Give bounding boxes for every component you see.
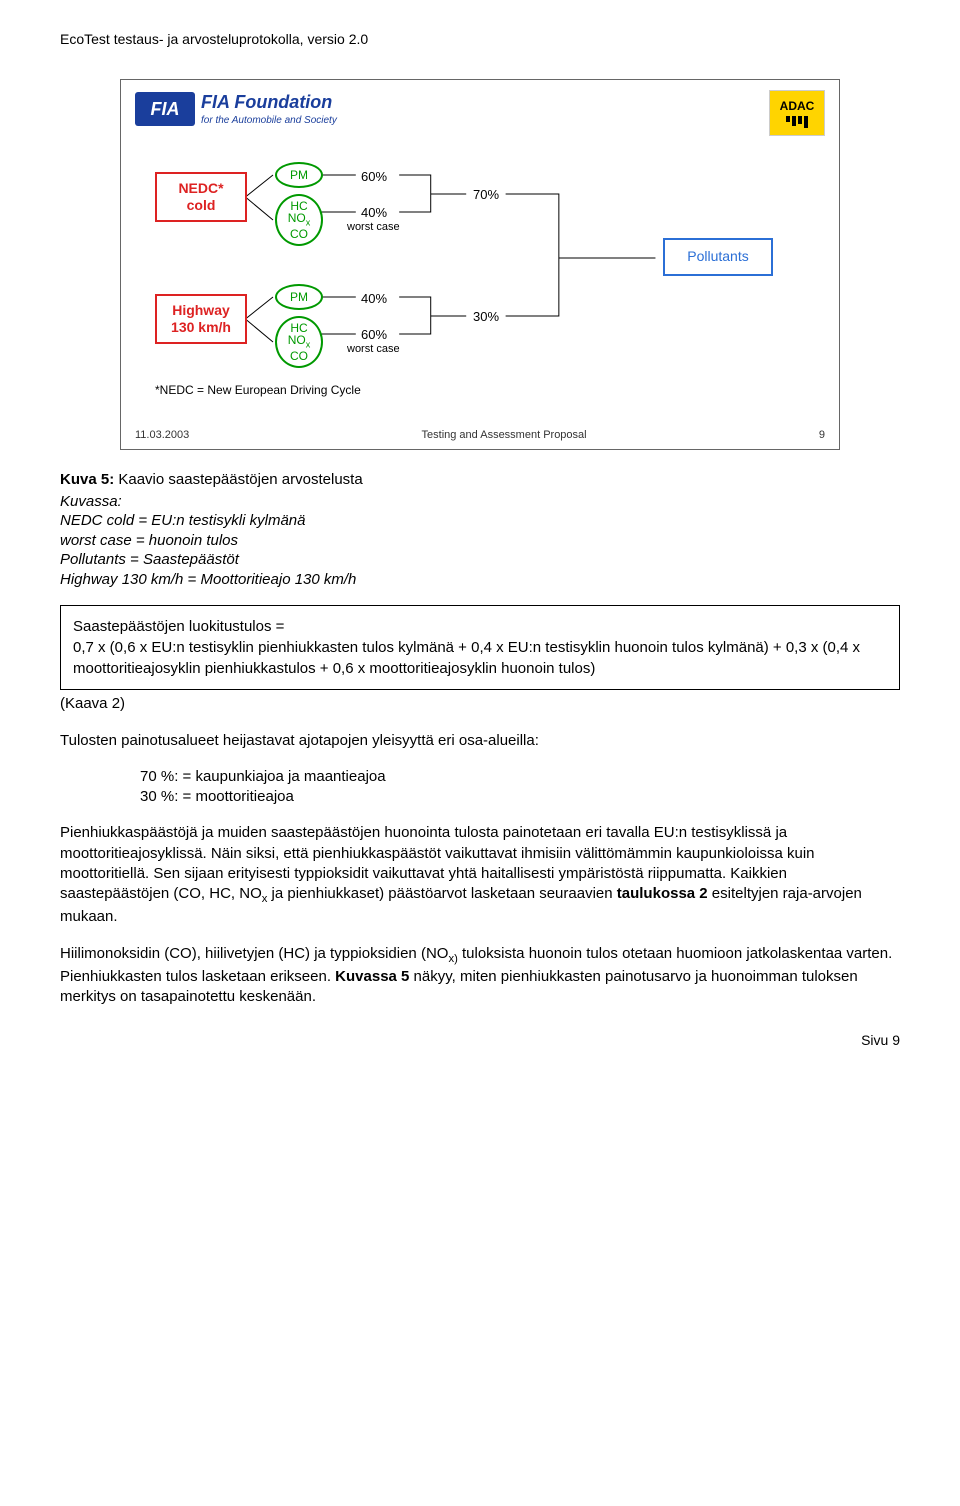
legend-line-3: Highway 130 km/h = Moottoritieajo 130 km… xyxy=(60,570,900,590)
slide-footer: 11.03.2003 Testing and Assessment Propos… xyxy=(135,428,825,443)
nox-top: NOx xyxy=(288,212,311,227)
figure-caption-rest: Kaavio saastepäästöjen arvostelusta xyxy=(114,471,363,488)
co-bot: CO xyxy=(290,350,308,362)
nedc-footnote: *NEDC = New European Driving Cycle xyxy=(155,382,361,398)
pct60-bot: 60% xyxy=(361,326,387,344)
adac-text: ADAC xyxy=(780,98,815,114)
pct70: 70% xyxy=(473,186,499,204)
adac-logo: ADAC xyxy=(769,90,825,136)
highway-box: Highway 130 km/h xyxy=(155,294,247,344)
highway-label: Highway 130 km/h xyxy=(171,302,231,335)
para-1: Tulosten painotusalueet heijastavat ajot… xyxy=(60,731,900,751)
formula-kaava: (Kaava 2) xyxy=(60,694,900,714)
fia-logo: FIA FIA Foundation for the Automobile an… xyxy=(135,90,337,128)
para-2: Pienhiukkaspäästöjä ja muiden saastepääs… xyxy=(60,823,900,927)
figure-caption-bold: Kuva 5: xyxy=(60,471,114,488)
page-number: Sivu 9 xyxy=(60,1031,900,1050)
para-3a: Hiilimonoksidin (CO), hiilivetyjen (HC) … xyxy=(60,945,448,962)
pollutants-label: Pollutants xyxy=(687,248,748,265)
caption-legend: Kuvassa: NEDC cold = EU:n testisykli kyl… xyxy=(60,492,900,590)
legend-line-0: NEDC cold = EU:n testisykli kylmänä xyxy=(60,511,900,531)
para-3-sub: x) xyxy=(448,953,457,965)
formula-body: 0,7 x (0,6 x EU:n testisyklin pienhiukka… xyxy=(73,637,887,679)
pollutants-box: Pollutants xyxy=(663,238,773,276)
formula-title: Saastepäästöjen luokitustulos = xyxy=(73,616,887,637)
nedc-box: NEDC* cold xyxy=(155,172,247,222)
footer-center: Testing and Assessment Proposal xyxy=(422,428,587,443)
fia-line2: for the Automobile and Society xyxy=(201,114,337,128)
para-2b: ja pienhiukkaset) päästöarvot lasketaan … xyxy=(267,885,616,902)
footer-date: 11.03.2003 xyxy=(135,428,189,443)
weight-item-2: 30 %: = moottoritieajoa xyxy=(140,787,900,807)
nedc-label: NEDC* cold xyxy=(178,180,223,213)
pm-label: PM xyxy=(290,169,308,181)
fia-line1: FIA Foundation xyxy=(201,90,337,114)
hcnoxco-oval-top: HC NOx CO xyxy=(275,194,323,246)
legend-line-2: Pollutants = Saastepäästöt xyxy=(60,550,900,570)
figure-caption: Kuva 5: Kaavio saastepäästöjen arvostelu… xyxy=(60,470,900,490)
para-2-bold: taulukossa 2 xyxy=(617,885,708,902)
para-3: Hiilimonoksidin (CO), hiilivetyjen (HC) … xyxy=(60,944,900,1008)
co-top: CO xyxy=(290,228,308,240)
legend-line-1: worst case = huonoin tulos xyxy=(60,531,900,551)
formula-box: Saastepäästöjen luokitustulos = 0,7 x (0… xyxy=(60,605,900,690)
pm-oval-bot: PM xyxy=(275,284,323,310)
pm-label-bot: PM xyxy=(290,291,308,303)
fia-badge: FIA xyxy=(135,92,195,126)
footer-page: 9 xyxy=(819,428,825,443)
pct40-top: 40% xyxy=(361,204,387,222)
worstcase-bot: worst case xyxy=(347,342,400,357)
weight-item-1: 70 %: = kaupunkiajoa ja maantieajoa xyxy=(140,767,900,787)
worstcase-top: worst case xyxy=(347,220,400,235)
weight-list: 70 %: = kaupunkiajoa ja maantieajoa 30 %… xyxy=(140,767,900,808)
pct30: 30% xyxy=(473,308,499,326)
diagram-area: NEDC* cold Highway 130 km/h Pollutants P… xyxy=(135,154,825,424)
diagram-slide: FIA FIA Foundation for the Automobile an… xyxy=(120,79,840,450)
slide-logos: FIA FIA Foundation for the Automobile an… xyxy=(135,90,825,136)
pm-oval-top: PM xyxy=(275,162,323,188)
nox-bot: NOx xyxy=(288,334,311,349)
pct40-bot: 40% xyxy=(361,290,387,308)
legend-kuvassa: Kuvassa: xyxy=(60,492,900,512)
para-3-bold: Kuvassa 5 xyxy=(335,968,409,985)
pct60-top: 60% xyxy=(361,168,387,186)
hcnoxco-oval-bot: HC NOx CO xyxy=(275,316,323,368)
page-header: EcoTest testaus- ja arvosteluprotokolla,… xyxy=(60,30,900,49)
